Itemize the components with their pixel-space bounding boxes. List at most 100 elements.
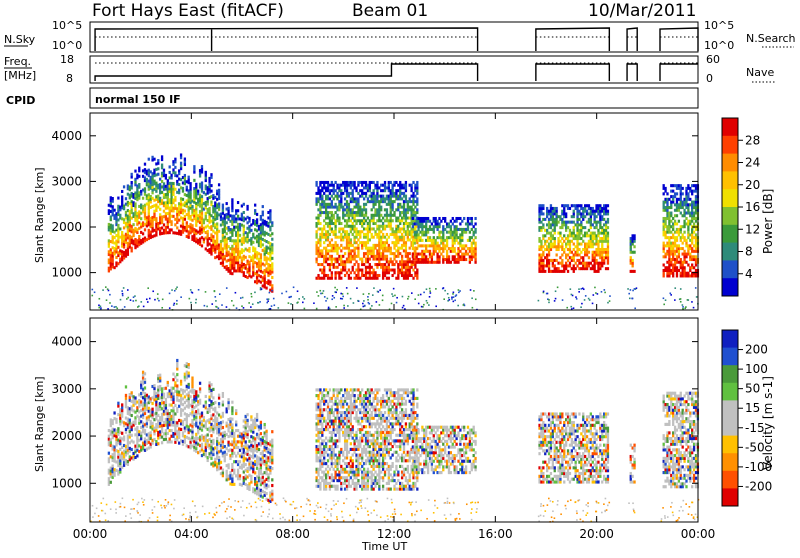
power-echo-cell bbox=[569, 229, 571, 232]
power-echo-speck bbox=[581, 303, 583, 305]
power-echo-cell bbox=[405, 219, 407, 222]
power-echo-cell bbox=[142, 197, 144, 200]
power-echo-cell bbox=[689, 269, 691, 272]
power-echo-cell bbox=[216, 233, 218, 236]
power-echo-cell bbox=[607, 243, 609, 246]
power-echo-cell bbox=[157, 173, 159, 176]
power-echo-cell bbox=[676, 272, 678, 275]
power-echo-cell bbox=[438, 250, 440, 253]
power-echo-speck bbox=[680, 298, 682, 300]
power-echo-cell bbox=[237, 245, 239, 248]
power-echo-cell bbox=[191, 224, 193, 227]
power-echo-cell bbox=[169, 212, 171, 215]
power-echo-speck bbox=[356, 287, 358, 289]
power-echo-speck bbox=[595, 292, 597, 294]
power-echo-speck bbox=[123, 287, 125, 289]
power-echo-speck bbox=[604, 289, 606, 291]
power-echo-cell bbox=[405, 195, 407, 198]
power-echo-cell bbox=[599, 267, 601, 270]
power-echo-speck bbox=[391, 303, 393, 305]
power-echo-cell bbox=[195, 186, 197, 189]
power-echo-speck bbox=[320, 293, 322, 295]
power-echo-cell bbox=[327, 195, 329, 198]
power-echo-cell bbox=[680, 239, 682, 242]
power-echo-cell bbox=[331, 227, 333, 230]
power-echo-cell bbox=[138, 186, 140, 189]
velocity-echo-cell bbox=[186, 419, 188, 422]
power-echo-cell bbox=[540, 210, 542, 213]
power-echo-cell bbox=[131, 176, 133, 179]
power-echo-cell bbox=[262, 213, 264, 216]
power-echo-cell bbox=[131, 184, 133, 187]
power-echo-cell bbox=[348, 195, 350, 198]
power-echo-cell bbox=[315, 233, 317, 236]
power-echo-speck bbox=[325, 300, 327, 302]
power-echo-cell bbox=[550, 232, 552, 235]
power-echo-cell bbox=[233, 215, 235, 218]
power-echo-cell bbox=[436, 228, 438, 231]
power-echo-speck bbox=[472, 307, 474, 309]
power-echo-cell bbox=[427, 258, 429, 261]
power-echo-cell bbox=[556, 210, 558, 213]
power-echo-cell bbox=[414, 242, 416, 245]
velocity-echo-cell bbox=[121, 432, 123, 435]
power-echo-cell bbox=[561, 253, 563, 256]
power-echo-cell bbox=[565, 212, 567, 215]
power-echo-cell bbox=[355, 189, 357, 192]
power-echo-speck bbox=[443, 298, 445, 300]
power-echo-cell bbox=[382, 195, 384, 198]
power-echo-cell bbox=[425, 255, 427, 258]
power-echo-cell bbox=[467, 253, 469, 256]
power-echo-cell bbox=[663, 247, 665, 250]
power-echo-cell bbox=[586, 253, 588, 256]
power-echo-cell bbox=[429, 220, 431, 223]
power-echo-cell bbox=[218, 208, 220, 211]
power-echo-speck bbox=[190, 302, 192, 304]
power-echo-cell bbox=[112, 205, 114, 208]
power-echo-cell bbox=[340, 277, 342, 280]
power-echo-cell bbox=[474, 250, 476, 253]
power-echo-cell bbox=[668, 255, 670, 258]
power-echo-cell bbox=[569, 248, 571, 251]
power-echo-cell bbox=[352, 195, 354, 198]
power-echo-cell bbox=[565, 267, 567, 270]
nsky-trace bbox=[95, 28, 698, 51]
power-echo-cell bbox=[239, 228, 241, 231]
power-echo-cell bbox=[607, 204, 609, 207]
power-echo-cell bbox=[138, 175, 140, 178]
power-echo-cell bbox=[672, 225, 674, 228]
freq-label: Freq. bbox=[4, 55, 31, 68]
power-echo-cell bbox=[409, 258, 411, 261]
power-echo-speck bbox=[211, 303, 213, 305]
power-echo-speck bbox=[233, 305, 235, 307]
power-echo-cell bbox=[271, 224, 273, 227]
power-echo-cell bbox=[590, 262, 592, 265]
power-echo-cell bbox=[184, 174, 186, 177]
power-echo-speck bbox=[157, 298, 159, 300]
power-echo-cell bbox=[207, 200, 209, 203]
power-echo-cell bbox=[474, 258, 476, 261]
power-echo-cell bbox=[421, 228, 423, 231]
power-echo-speck bbox=[592, 303, 594, 305]
power-echo-speck bbox=[333, 297, 335, 299]
power-echo-cell bbox=[344, 197, 346, 200]
power-echo-cell bbox=[691, 239, 693, 242]
velocity-echo-cell bbox=[165, 407, 167, 410]
power-echo-cell bbox=[678, 220, 680, 223]
power-echo-cell bbox=[378, 211, 380, 214]
power-echo-cell bbox=[463, 217, 465, 220]
power-echo-speck bbox=[122, 295, 124, 297]
power-echo-cell bbox=[334, 274, 336, 277]
power-echo-cell bbox=[333, 214, 335, 217]
power-echo-cell bbox=[565, 256, 567, 259]
power-echo-cell bbox=[569, 207, 571, 210]
velocity-echo-cell bbox=[172, 409, 174, 412]
power-echo-speck bbox=[538, 300, 540, 302]
power-echo-cell bbox=[561, 218, 563, 221]
power-echo-cell bbox=[691, 220, 693, 223]
power-echo-cell bbox=[355, 236, 357, 239]
power-echo-cell bbox=[367, 233, 369, 236]
velocity-echo-cell bbox=[125, 385, 127, 388]
power-echo-cell bbox=[237, 231, 239, 234]
power-echo-cell bbox=[380, 219, 382, 222]
